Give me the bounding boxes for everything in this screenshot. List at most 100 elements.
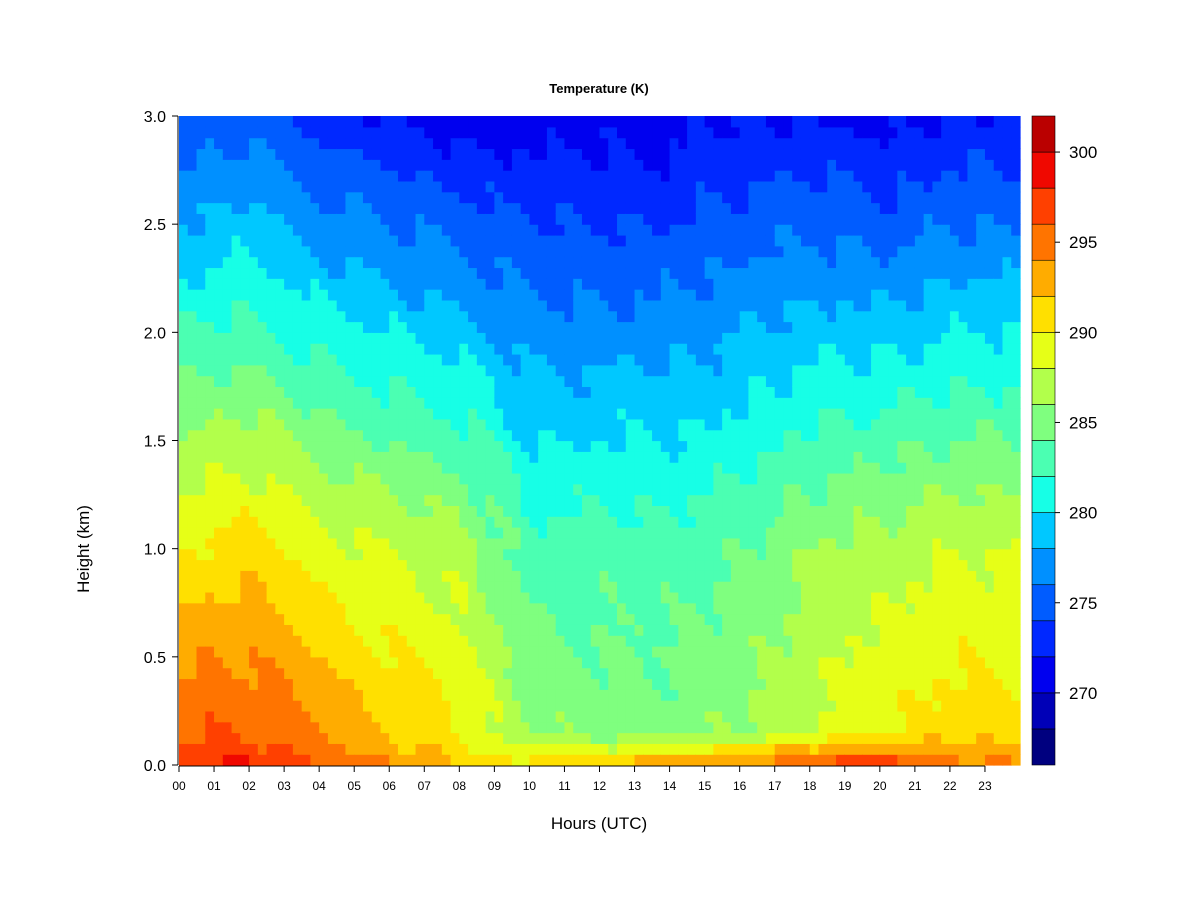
heatmap-cell: [643, 613, 653, 625]
heatmap-cell: [187, 516, 198, 528]
heatmap-cell: [818, 656, 828, 669]
heatmap-cell: [617, 429, 627, 442]
heatmap-cell: [354, 289, 364, 301]
heatmap-cell: [205, 721, 215, 734]
heatmap-cell: [222, 635, 233, 647]
heatmap-cell: [205, 743, 215, 755]
heatmap-cell: [354, 721, 364, 734]
heatmap-cell: [687, 343, 697, 355]
heatmap-cell: [555, 754, 566, 766]
heatmap-cell: [415, 267, 425, 279]
heatmap-cell: [555, 278, 566, 290]
heatmap-cell: [310, 667, 320, 680]
heatmap-cell: [301, 278, 312, 290]
heatmap-cell: [459, 646, 469, 658]
heatmap-cell: [450, 343, 460, 355]
heatmap-cell: [231, 278, 241, 290]
heatmap-cell: [748, 343, 758, 355]
heatmap-cell: [520, 462, 531, 474]
heatmap-cell: [879, 710, 890, 723]
heatmap-cell: [827, 408, 837, 420]
heatmap-cell: [564, 418, 574, 431]
heatmap-cell: [249, 678, 259, 690]
heatmap-cell: [187, 234, 198, 247]
heatmap-cell: [301, 408, 312, 420]
heatmap-cell: [398, 613, 408, 625]
heatmap-cell: [695, 289, 706, 301]
heatmap-cell: [573, 170, 583, 182]
heatmap-cell: [485, 310, 495, 323]
heatmap-cell: [520, 418, 531, 431]
heatmap-cell: [257, 397, 268, 409]
heatmap-cell: [362, 754, 373, 766]
heatmap-cell: [897, 689, 907, 701]
heatmap-cell: [774, 710, 785, 723]
heatmap-cell: [494, 483, 504, 496]
heatmap-cell: [196, 267, 206, 279]
heatmap-cell: [222, 137, 233, 150]
heatmap-cell: [757, 191, 767, 204]
heatmap-cell: [511, 678, 522, 690]
heatmap-cell: [459, 332, 469, 344]
heatmap-cell: [888, 732, 898, 744]
heatmap-cell: [459, 202, 469, 214]
heatmap-cell: [503, 602, 513, 615]
heatmap-cell: [757, 343, 767, 355]
heatmap-cell: [450, 310, 460, 323]
heatmap-cell: [476, 613, 487, 625]
heatmap-cell: [214, 429, 224, 442]
heatmap-cell: [257, 635, 268, 647]
heatmap-cell: [774, 624, 785, 636]
heatmap-cell: [468, 743, 478, 755]
heatmap-cell: [748, 386, 758, 398]
heatmap-cell: [494, 202, 504, 214]
heatmap-cell: [897, 386, 907, 398]
heatmap-cell: [354, 581, 364, 593]
heatmap-cell: [459, 548, 469, 561]
heatmap-cell: [249, 343, 259, 355]
heatmap-cell: [888, 527, 898, 539]
heatmap-cell: [783, 180, 793, 193]
heatmap-cell: [678, 408, 688, 420]
heatmap-cell: [284, 429, 294, 442]
heatmap-cell: [538, 667, 548, 680]
heatmap-cell: [792, 245, 802, 258]
heatmap-cell: [371, 754, 382, 766]
heatmap-cell: [319, 440, 329, 452]
heatmap-cell: [652, 289, 662, 301]
heatmap-cell: [345, 527, 355, 539]
heatmap-cell: [617, 191, 627, 204]
heatmap-cell: [441, 213, 452, 225]
heatmap-cell: [765, 289, 776, 301]
heatmap-cell: [546, 418, 557, 431]
heatmap-cell: [590, 256, 601, 269]
heatmap-cell: [713, 245, 723, 258]
heatmap-cell: [415, 332, 425, 344]
heatmap-cell: [678, 440, 688, 452]
heatmap-cell: [249, 602, 259, 615]
heatmap-cell: [301, 321, 312, 333]
heatmap-cell: [222, 126, 233, 139]
heatmap-cell: [669, 527, 679, 539]
heatmap-cell: [284, 289, 294, 301]
heatmap-cell: [564, 375, 574, 388]
heatmap-cell: [748, 570, 758, 582]
heatmap-cell: [608, 278, 618, 290]
heatmap-cell: [205, 635, 215, 647]
heatmap-cell: [695, 137, 706, 150]
heatmap-cell: [362, 278, 373, 290]
heatmap-cell: [713, 126, 723, 139]
heatmap-cell: [888, 656, 898, 669]
heatmap-cell: [827, 602, 837, 615]
heatmap-cell: [853, 678, 863, 690]
heatmap-cell: [871, 321, 881, 333]
heatmap-cell: [590, 213, 601, 225]
heatmap-cell: [389, 159, 399, 171]
heatmap-cell: [687, 527, 697, 539]
heatmap-cell: [678, 353, 688, 366]
heatmap-cell: [231, 364, 241, 377]
heatmap-cell: [301, 267, 312, 279]
heatmap-cell: [739, 440, 750, 452]
heatmap-cell: [555, 116, 566, 128]
heatmap-cell: [897, 440, 907, 452]
